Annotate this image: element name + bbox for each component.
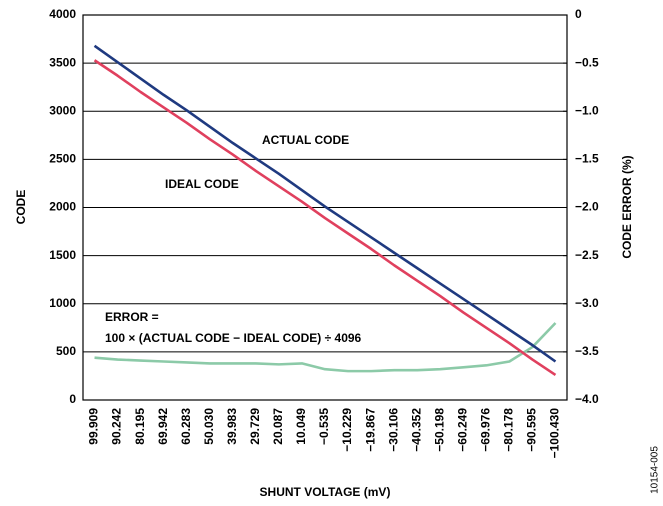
x-tick-label: −50.198 — [432, 408, 446, 452]
y-tick-label: 2000 — [49, 200, 76, 214]
x-tick-label: 80.195 — [133, 408, 147, 445]
y-tick-label: 3000 — [49, 103, 76, 117]
series-line — [94, 322, 557, 373]
x-tick-label: −10.229 — [340, 408, 354, 452]
y2-tick-label: 0 — [575, 7, 582, 21]
y2-tick-label: −1.0 — [575, 103, 599, 117]
x-tick-label: −19.867 — [363, 408, 377, 452]
series-label: ACTUAL CODE — [262, 133, 349, 147]
x-tick-label: −69.976 — [479, 408, 493, 452]
x-tick-label: −0.535 — [317, 408, 331, 445]
x-tick-label: 60.283 — [179, 408, 193, 445]
y2-tick-label: −4.0 — [575, 392, 599, 406]
x-tick-label: 50.030 — [202, 408, 216, 445]
x-tick-label: −90.595 — [525, 408, 539, 452]
y-tick-label: 500 — [56, 344, 76, 358]
y2-tick-label: −3.5 — [575, 344, 599, 358]
y2-tick-label: −1.5 — [575, 152, 599, 166]
y2-tick-label: −0.5 — [575, 55, 599, 69]
x-axis-label: SHUNT VOLTAGE (mV) — [260, 485, 391, 499]
x-tick-label: 29.729 — [248, 408, 262, 445]
x-tick-label: −60.249 — [455, 408, 469, 452]
y-tick-label: 3500 — [49, 55, 76, 69]
y2-tick-label: −2.0 — [575, 200, 599, 214]
series-label: IDEAL CODE — [165, 177, 239, 191]
x-tick-label: −80.178 — [502, 408, 516, 452]
x-tick-label: −30.106 — [386, 408, 400, 452]
y-tick-label: 0 — [69, 392, 76, 406]
annotation: ERROR = — [105, 310, 159, 324]
y-tick-label: 2500 — [49, 152, 76, 166]
y2-tick-label: −2.5 — [575, 248, 599, 262]
y-tick-label: 1500 — [49, 248, 76, 262]
x-tick-label: 10.049 — [294, 408, 308, 445]
y2-axis-label: CODE ERROR (%) — [620, 155, 634, 258]
x-tick-label: 20.087 — [271, 408, 285, 445]
series-line — [93, 44, 557, 363]
series-line — [93, 59, 557, 377]
x-tick-label: 69.942 — [156, 408, 170, 445]
figure-id: 10154-005 — [650, 446, 661, 494]
x-tick-label: 39.983 — [225, 408, 239, 445]
x-tick-label: 99.909 — [87, 408, 101, 445]
y-tick-label: 4000 — [49, 7, 76, 21]
y2-tick-label: −3.0 — [575, 296, 599, 310]
y-axis-label: CODE — [14, 190, 28, 225]
x-tick-label: −100.430 — [548, 408, 562, 459]
x-tick-label: −40.352 — [409, 408, 423, 452]
x-tick-label: 90.242 — [110, 408, 124, 445]
annotation: 100 × (ACTUAL CODE − IDEAL CODE) ÷ 4096 — [105, 331, 362, 345]
y-tick-label: 1000 — [49, 296, 76, 310]
